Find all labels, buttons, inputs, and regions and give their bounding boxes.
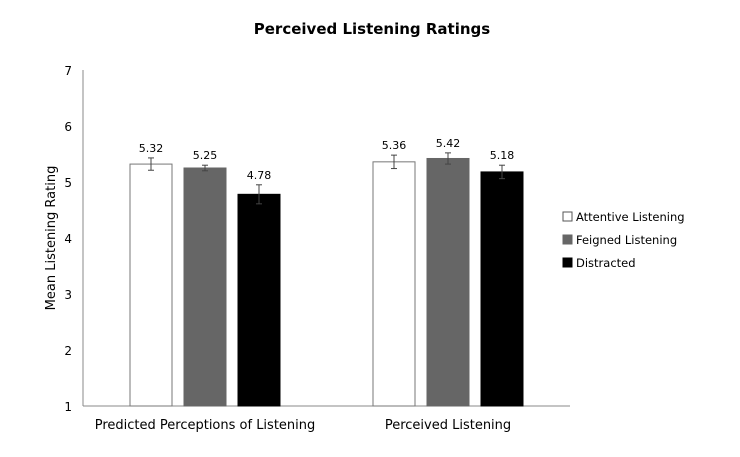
legend-swatch [562,234,573,245]
data-label: 5.36 [382,139,407,152]
y-tick-label: 6 [64,120,72,134]
y-tick-label: 2 [64,344,72,358]
legend-swatch [562,211,573,222]
bar-attentive-listening [372,161,416,407]
data-label: 5.32 [139,142,164,155]
bar-feigned-listening [183,167,227,407]
data-label: 5.18 [490,149,515,162]
bar-distracted [480,171,524,407]
y-tick-label: 5 [64,176,72,190]
y-axis-label: Mean Listening Rating [44,166,59,311]
data-label: 4.78 [247,169,272,182]
bar-distracted [237,193,281,407]
legend-entry: Attentive Listening [576,210,685,224]
legend-swatch [562,257,573,268]
x-category-label: Predicted Perceptions of Listening [95,418,316,433]
chart-title: Perceived Listening Ratings [254,20,491,38]
bar-attentive-listening [129,163,173,407]
legend-entry: Feigned Listening [576,233,677,247]
y-tick-label: 3 [64,288,72,302]
data-label: 5.42 [436,137,461,150]
data-label: 5.25 [193,149,218,162]
bar-feigned-listening [426,157,470,407]
y-tick-label: 1 [64,400,72,414]
y-tick-label: 4 [64,232,72,246]
legend-entry: Distracted [576,256,636,270]
x-category-label: Perceived Listening [385,418,511,433]
y-tick-label: 7 [64,64,72,78]
